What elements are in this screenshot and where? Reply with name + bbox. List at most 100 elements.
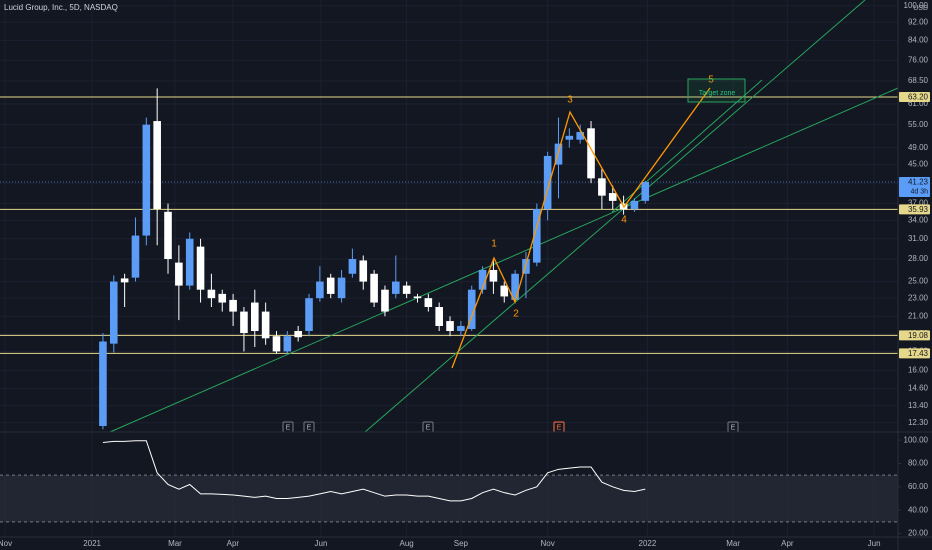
rsi-line (102, 440, 646, 502)
candle-body (164, 211, 172, 260)
candle-body (229, 299, 237, 312)
levels (0, 96, 898, 354)
candle-body (381, 289, 389, 312)
y-tick-label: 76.00 (908, 55, 929, 64)
level-label: 19.08 (908, 331, 929, 340)
candle-body (511, 273, 519, 300)
x-tick-label: Aug (400, 539, 414, 548)
candle-body (457, 325, 465, 332)
trendline (109, 87, 899, 433)
y-tick-label: 55.00 (908, 120, 929, 129)
x-tick-label: 2021 (83, 539, 101, 548)
x-tick-label: Jun (868, 539, 881, 548)
wave-label: 2 (513, 309, 519, 320)
chart-title: Lucid Group, Inc., 5D, NASDAQ (4, 3, 118, 12)
y-tick-label: 100.00 (904, 1, 929, 10)
rsi-pane (0, 439, 901, 534)
wave-label: 4 (621, 215, 627, 226)
candle-body (348, 259, 357, 274)
candle-body (533, 209, 541, 263)
countdown-label: 4d 3h (910, 188, 928, 195)
x-tick-label: Apr (227, 539, 240, 548)
currency-label: USD (913, 5, 928, 12)
y-tick-label: 25.00 (908, 277, 929, 286)
last-price-box (899, 177, 930, 198)
y-tick-label: 37.00 (908, 199, 929, 208)
candle-body (446, 321, 454, 332)
candle-body (240, 311, 248, 334)
candles (99, 88, 650, 430)
x-tick-label: Jun (315, 539, 328, 548)
candle-body (598, 178, 606, 196)
y-tick-label: 49.00 (908, 143, 929, 152)
target-label: Target zone (699, 90, 736, 97)
level-box (899, 92, 930, 103)
candle-body (576, 132, 584, 140)
x-tick-label: Mar (168, 539, 182, 548)
earnings-label: E (731, 424, 736, 431)
candle-body (478, 269, 487, 290)
candle-body (316, 281, 324, 299)
x-tick-label: 2022 (639, 539, 657, 548)
candle-body (630, 200, 639, 210)
y-tick-label: 13.40 (908, 401, 929, 410)
rsi-tick-label: 80.00 (908, 459, 929, 468)
x-tick-label: Sep (454, 539, 469, 548)
level-label: 63.20 (908, 93, 929, 102)
candle-body (272, 336, 281, 352)
x-tick-label: Nov (541, 539, 555, 548)
candle-body (283, 336, 292, 352)
candle-body (467, 289, 476, 329)
rsi-tick-label: 60.00 (908, 482, 929, 491)
wave-label: 5 (708, 75, 714, 86)
candle-body (424, 298, 433, 308)
y-tick-label: 21.00 (908, 311, 929, 320)
rsi-tick-label: 40.00 (908, 505, 929, 514)
x-tick-label: Nov (0, 539, 12, 548)
y-tick-label: 28.00 (908, 254, 929, 263)
y-tick-label: 68.50 (908, 76, 929, 85)
y-tick-label: 34.00 (908, 215, 929, 224)
rsi-tick-label: 100.00 (904, 435, 929, 444)
candle-body (413, 296, 422, 299)
candle-body (500, 285, 509, 297)
candle-body (294, 331, 302, 338)
candle-body (99, 341, 107, 426)
y-tick-label: 61.00 (908, 99, 929, 108)
candle-body (185, 238, 194, 286)
level-box (899, 330, 930, 341)
rsi-band (0, 475, 898, 522)
candle-body (305, 298, 313, 332)
earnings-label: E (557, 424, 562, 431)
candle-body (196, 246, 205, 290)
rsi-tick-label: 20.00 (908, 529, 929, 538)
candle-body (131, 235, 140, 278)
candle-body (587, 128, 595, 179)
x-tick-label: Apr (781, 539, 794, 548)
candle-body (489, 269, 498, 282)
candle-body (153, 121, 161, 210)
candle-body (435, 307, 443, 326)
y-tick-label: 16.00 (908, 365, 929, 374)
level-label: 35.93 (908, 205, 929, 214)
wave-label: 3 (567, 95, 573, 106)
earnings-label: E (286, 424, 291, 431)
x-tick-label: Mar (726, 539, 740, 548)
candle-body (359, 260, 368, 282)
candle-body (565, 135, 574, 140)
candle-body (543, 155, 552, 210)
target-zone (687, 78, 746, 103)
candle-body (608, 193, 617, 201)
earnings-label: E (307, 424, 312, 431)
y-tick-label: 92.00 (908, 17, 929, 26)
y-tick-label: 12.30 (908, 418, 929, 427)
candle-body (120, 278, 129, 283)
level-box (899, 204, 930, 215)
candle-body (142, 124, 151, 236)
candle-body (337, 277, 346, 299)
candle-body (218, 293, 227, 303)
